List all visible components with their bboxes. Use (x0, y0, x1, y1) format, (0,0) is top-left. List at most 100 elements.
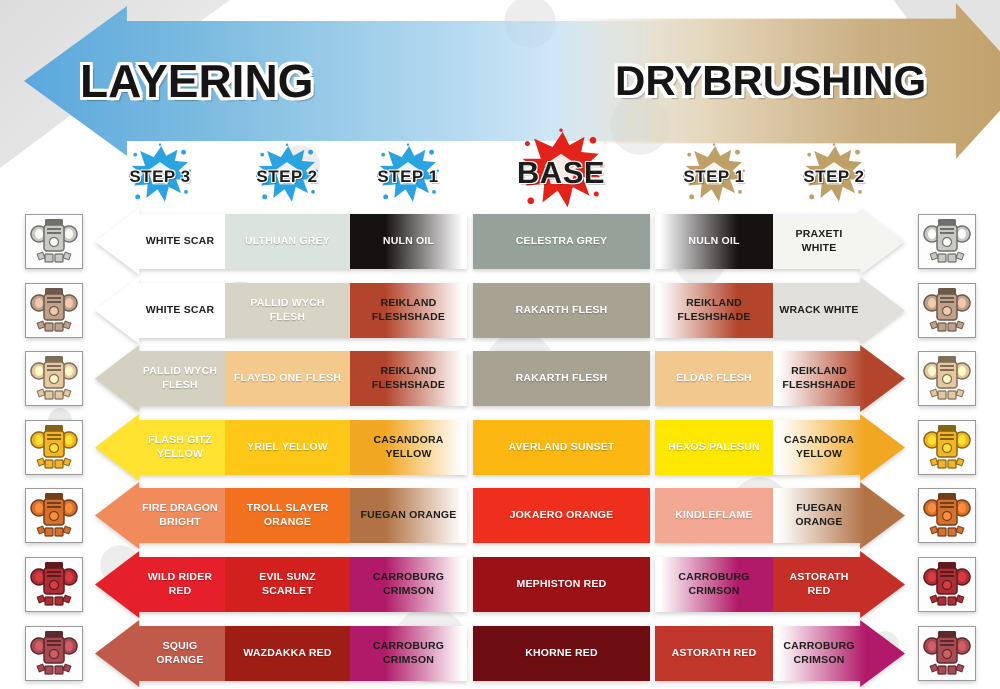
paint-name: FUEGAN ORANGE (795, 502, 843, 528)
paint-name: CARROBURG CRIMSON (372, 571, 445, 597)
paint-name: WILD RIDER RED (147, 571, 213, 597)
paint-cell-white-scar: WHITE SCAR (95, 208, 225, 275)
miniature-thumbnail (918, 626, 976, 681)
paint-splat-icon (802, 143, 865, 202)
paint-name: ASTORATH RED (671, 646, 757, 659)
paint-cell-flash-gitz-yellow: FLASH GITZ YELLOW (95, 414, 225, 481)
paint-name: WRACK WHITE (779, 303, 859, 316)
paint-cell-fuegan-orange: FUEGAN ORANGE (350, 488, 467, 543)
paint-cell-squig-orange: SQUIG ORANGE (95, 620, 225, 687)
paint-name: CELESTRA GREY (515, 234, 608, 247)
paint-splat-icon (376, 143, 439, 202)
paint-name: RAKARTH FLESH (515, 371, 608, 384)
paint-cell-fuegan-orange: FUEGAN ORANGE (773, 482, 905, 549)
miniature-thumbnail (25, 351, 83, 406)
paint-name: FIRE DRAGON BRIGHT (142, 502, 218, 528)
miniature-thumbnail (918, 283, 976, 338)
paint-name: HEXOS PALESUN (668, 440, 760, 453)
paint-row-7: SQUIG ORANGE WAZDAKKA RED CARROBURG CRIMSO… (20, 620, 982, 687)
paint-name: CARROBURG CRIMSON (678, 571, 750, 597)
paint-cell-jokaero-orange: JOKAERO ORANGE (473, 488, 650, 543)
miniature-thumbnail (918, 557, 976, 612)
paint-name: PALLID WYCH FLESH (250, 297, 325, 323)
paint-name: KHORNE RED (525, 646, 598, 659)
layering-label: LAYERING (80, 55, 314, 107)
paint-cell-rakarth-flesh: RAKARTH FLESH (473, 351, 650, 406)
painted-miniature-icon (923, 287, 971, 332)
column-header-step-3: STEP 3 (90, 143, 230, 204)
paint-row-1: WHITE SCAR ULTHUAN GREY NULN OIL CELESTRA G… (20, 208, 982, 275)
paint-name: WAZDAKKA RED (243, 646, 332, 659)
paint-cell-rakarth-flesh: RAKARTH FLESH (473, 283, 650, 338)
painted-miniature-icon (923, 561, 971, 606)
paint-cell-fire-dragon-bright: FIRE DRAGON BRIGHT (95, 482, 225, 549)
paint-cell-reikland-fleshshade: REIKLAND FLESHSHADE (350, 283, 467, 338)
miniature-thumbnail (25, 626, 83, 681)
painted-miniature-icon (30, 492, 78, 537)
paint-cell-wild-rider-red: WILD RIDER RED (95, 551, 225, 618)
paint-splat-icon (128, 143, 191, 202)
paint-name: REIKLAND FLESHSHADE (677, 297, 751, 323)
column-header-label: STEP 2 (256, 167, 318, 186)
painted-miniature-icon (30, 287, 78, 332)
miniature-thumbnail (918, 351, 976, 406)
miniature-thumbnail (25, 283, 83, 338)
paint-cell-averland-sunset: AVERLAND SUNSET (473, 420, 650, 475)
painted-miniature-icon (923, 355, 971, 400)
column-header-step-2: STEP 2 (764, 143, 904, 204)
painted-miniature-icon (30, 424, 78, 469)
paint-cell-yriel-yellow: YRIEL YELLOW (225, 420, 350, 475)
paint-name: ELDAR FLESH (676, 371, 752, 384)
paint-row-4: FLASH GITZ YELLOW YRIEL YELLOW CASANDORA Y… (20, 414, 982, 481)
painted-miniature-icon (30, 218, 78, 263)
painted-miniature-icon (923, 492, 971, 537)
paint-row-2: WHITE SCAR PALLID WYCH FLESH REIKLAND FLES… (20, 277, 982, 344)
paint-cell-mephiston-red: MEPHISTON RED (473, 557, 650, 612)
paint-cell-hexos-palesun: HEXOS PALESUN (655, 420, 773, 475)
paint-cell-reikland-fleshshade: REIKLAND FLESHSHADE (350, 351, 467, 406)
paint-name: YRIEL YELLOW (247, 440, 328, 453)
paint-splat-icon (682, 143, 745, 202)
paint-name: ULTHUAN GREY (244, 234, 331, 247)
paint-cell-troll-slayer-orange: TROLL SLAYER ORANGE (225, 488, 350, 543)
paint-cell-kindleflame: KINDLEFLAME (655, 488, 773, 543)
miniature-thumbnail (918, 214, 976, 269)
miniature-thumbnail (918, 420, 976, 475)
painted-miniature-icon (30, 355, 78, 400)
drybrushing-arrow: DRYBRUSHING (553, 3, 1000, 159)
drybrushing-label: DRYBRUSHING (615, 57, 927, 104)
miniature-thumbnail (25, 557, 83, 612)
paint-name: SQUIG ORANGE (156, 640, 204, 666)
paint-name: REIKLAND FLESHSHADE (371, 365, 446, 391)
paint-row-5: FIRE DRAGON BRIGHT TROLL SLAYER ORANGE FUE… (20, 482, 982, 549)
paint-cell-casandora-yellow: CASANDORA YELLOW (773, 414, 905, 481)
paint-name: CASANDORA YELLOW (373, 434, 444, 460)
paint-cell-pallid-wych-flesh: PALLID WYCH FLESH (95, 345, 225, 412)
paint-cell-nuln-oil: NULN OIL (655, 214, 773, 269)
paint-cell-wazdakka-red: WAZDAKKA RED (225, 626, 350, 681)
column-header-step-2: STEP 2 (217, 143, 357, 204)
paint-cell-eldar-flesh: ELDAR FLESH (655, 351, 773, 406)
paint-cell-carroburg-crimson: CARROBURG CRIMSON (773, 620, 905, 687)
miniature-thumbnail (25, 214, 83, 269)
paint-name: FLASH GITZ YELLOW (148, 434, 212, 460)
paint-name: WHITE SCAR (145, 303, 215, 316)
paint-name: CARROBURG CRIMSON (783, 640, 855, 666)
paint-cell-casandora-yellow: CASANDORA YELLOW (350, 420, 467, 475)
paint-splat-icon (518, 128, 603, 208)
paint-cell-carroburg-crimson: CARROBURG CRIMSON (350, 557, 467, 612)
paint-cell-khorne-red: KHORNE RED (473, 626, 650, 681)
paint-name: MEPHISTON RED (516, 577, 607, 590)
paint-name: FUEGAN ORANGE (360, 508, 457, 521)
paint-name: ASTORATH RED (789, 571, 849, 597)
paint-name: AVERLAND SUNSET (508, 440, 615, 453)
column-header-base: BASE (491, 128, 631, 208)
paint-name: KINDLEFLAME (675, 508, 753, 521)
column-header-step-1: STEP 1 (644, 143, 784, 204)
paint-name: NULN OIL (688, 234, 740, 247)
miniature-thumbnail (25, 420, 83, 475)
paint-name: EVIL SUNZ SCARLET (259, 571, 316, 597)
paint-name: TROLL SLAYER ORANGE (246, 502, 329, 528)
paint-cell-white-scar: WHITE SCAR (95, 277, 225, 344)
